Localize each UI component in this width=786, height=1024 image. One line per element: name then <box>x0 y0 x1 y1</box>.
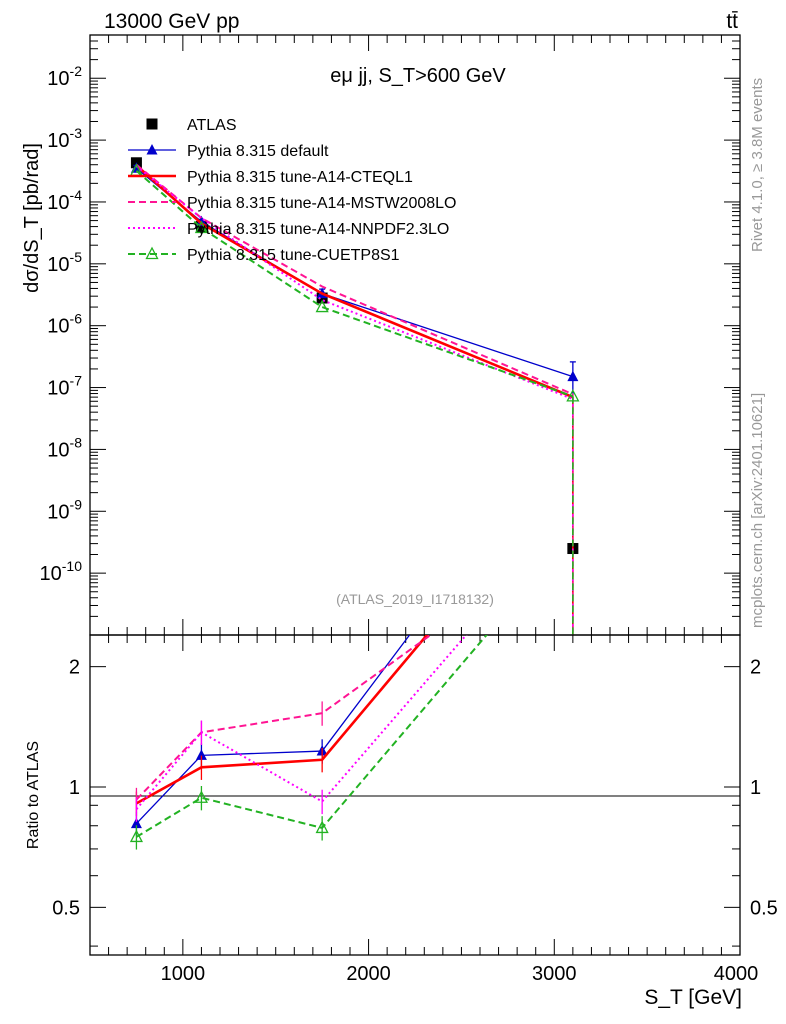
main-x-ticks <box>108 35 741 635</box>
main-y-tick-labels: 10-2 10-3 10-4 10-5 10-6 10-7 10-8 10-9 10-10 <box>40 63 83 585</box>
legend-item: Pythia 8.315 default <box>128 143 329 160</box>
legend-item: Pythia 8.315 tune-A14-MSTW2008LO <box>128 195 456 212</box>
legend-label: Pythia 8.315 tune-A14-MSTW2008LO <box>187 195 456 212</box>
ratio-y-axis-label: Ratio to ATLAS <box>25 741 42 849</box>
legend-item: Pythia 8.315 tune-CUETP8S1 <box>128 246 400 264</box>
data-point <box>567 370 579 382</box>
ratio-series-4 <box>129 635 488 850</box>
header-left: 13000 GeV pp <box>104 10 239 33</box>
ratio-y-ticks <box>90 666 740 947</box>
series-1 <box>130 162 579 635</box>
ratio-point <box>315 820 329 834</box>
ratio-line <box>135 635 468 810</box>
main-y-tick-label: 10-4 <box>47 187 82 214</box>
ratio-y-tick-label-right: 2 <box>750 657 761 679</box>
ratio-x-ticks <box>108 635 741 955</box>
ratio-line <box>135 635 429 805</box>
ratio-y-tick-label-left: 0.5 <box>52 897 80 919</box>
ratio-line <box>135 635 488 838</box>
series-line <box>135 165 574 401</box>
side-label-mcplots: mcplots.cern.ch [arXiv:2401.10621] <box>749 393 766 628</box>
x-tick-label: 3000 <box>532 963 577 985</box>
main-y-tick-label: 10-7 <box>47 373 82 400</box>
main-y-tick-label: 10-5 <box>47 249 82 276</box>
x-tick-labels: 1000 2000 3000 4000 <box>161 963 759 985</box>
ratio-point <box>195 749 207 760</box>
ratio-y-tick-label-left: 1 <box>69 777 80 799</box>
ratio-panel: 0.5 0.5 1 1 2 2 1000 2000 3000 4000 Ratio to ATL… <box>25 634 778 1009</box>
legend-label: Pythia 8.315 tune-A14-NNPDF2.3LO <box>187 221 449 238</box>
ratio-point <box>129 829 144 843</box>
main-y-tick-label: 10-6 <box>47 311 82 338</box>
ratio-y-tick-label-right: 1 <box>750 777 761 799</box>
x-tick-label: 4000 <box>714 963 759 985</box>
legend-marker <box>146 144 158 155</box>
main-panel: 10-2 10-3 10-4 10-5 10-6 10-7 10-8 10-9 10-10 dσ… <box>21 34 741 636</box>
series-line <box>135 169 574 398</box>
main-y-tick-label: 10-9 <box>47 496 82 523</box>
legend-item: ATLAS <box>146 117 237 134</box>
legend-marker <box>146 118 158 130</box>
ratio-point <box>130 817 142 829</box>
x-axis-label: S_T [GeV] <box>644 986 742 1009</box>
main-series <box>129 157 580 635</box>
legend-marker <box>145 246 159 260</box>
ratio-series <box>129 635 488 850</box>
x-tick-label: 2000 <box>346 963 391 985</box>
data-point <box>315 299 329 313</box>
ratio-point <box>194 790 209 803</box>
watermark: (ATLAS_2019_I1718132) <box>336 591 494 607</box>
main-y-tick-label: 10-10 <box>40 558 83 585</box>
chart-title: eμ jj, S_T>600 GeV <box>330 65 506 87</box>
ratio-y-tick-labels: 0.5 0.5 1 1 2 2 <box>52 657 778 920</box>
data-point <box>195 221 207 233</box>
data-point <box>566 388 580 402</box>
main-y-tick-label: 10-8 <box>47 434 82 461</box>
series-5 <box>129 163 580 635</box>
ratio-line <box>135 635 433 801</box>
x-tick-label: 1000 <box>161 963 206 985</box>
legend-label: Pythia 8.315 tune-A14-CTEQL1 <box>187 169 413 186</box>
side-label-rivet: Rivet 4.1.0, ≥ 3.8M events <box>749 78 766 252</box>
header-right: tt̄ <box>726 10 738 33</box>
legend-label: ATLAS <box>187 117 237 134</box>
ratio-y-tick-label-right: 0.5 <box>750 897 778 919</box>
ratio-frame <box>89 634 741 956</box>
ratio-y-tick-label-left: 2 <box>69 657 80 679</box>
legend: ATLAS Pythia 8.315 default Pythia 8.315 tu… <box>128 117 456 264</box>
main-y-ticks <box>90 34 740 636</box>
ratio-series-3 <box>135 635 468 822</box>
data-point <box>194 220 209 234</box>
legend-item: Pythia 8.315 tune-A14-NNPDF2.3LO <box>128 221 449 238</box>
ratio-line <box>135 635 411 825</box>
main-y-axis-label: dσ/dS_T [pb/rad] <box>21 143 43 293</box>
legend-label: Pythia 8.315 tune-CUETP8S1 <box>187 247 400 264</box>
main-y-tick-label: 10-2 <box>47 63 82 90</box>
ratio-series-2 <box>135 635 433 813</box>
legend-item: Pythia 8.315 tune-A14-CTEQL1 <box>128 169 413 186</box>
legend-label: Pythia 8.315 default <box>187 143 329 160</box>
main-y-tick-label: 10-3 <box>47 125 82 152</box>
